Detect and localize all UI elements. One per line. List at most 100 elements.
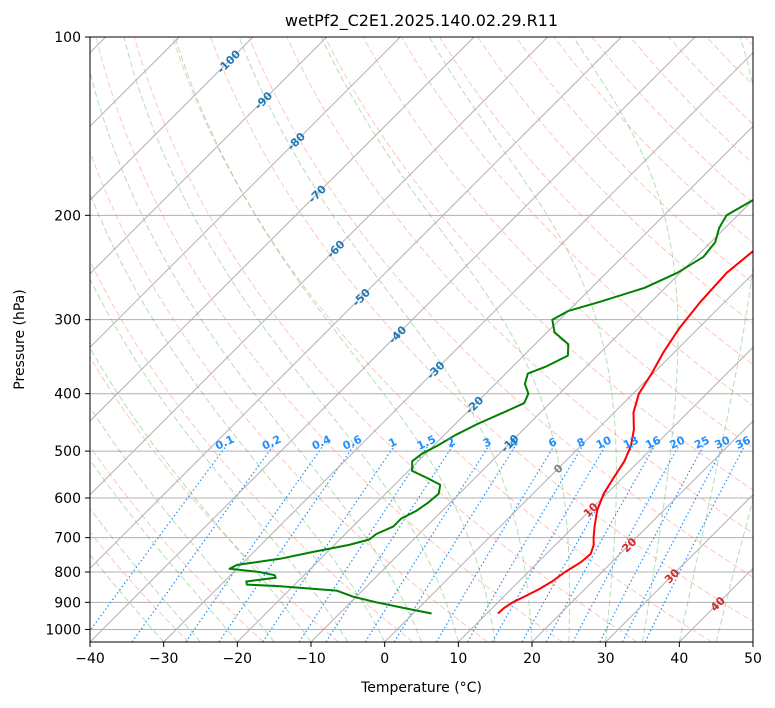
temperature-profile-line — [497, 249, 753, 615]
mixing-ratio-line — [621, 445, 725, 642]
x-tick-label: −10 — [296, 651, 326, 667]
mixing-ratio-label: 1.5 — [415, 433, 438, 453]
y-tick-label: 500 — [54, 444, 81, 460]
isotherm-line — [90, 37, 328, 275]
dry-adiabat-line — [515, 37, 753, 284]
dry-adiabat-line — [90, 259, 414, 642]
mixing-ratio-label: 6 — [546, 435, 559, 450]
mixing-ratio-label: 0.6 — [341, 433, 364, 453]
isotherm-line — [90, 37, 254, 201]
isotherm-line — [163, 51, 753, 642]
mixing-ratio-line — [185, 445, 324, 642]
dry-adiabat-line — [95, 37, 563, 642]
x-axis: −40 −30 −20 −10 0 10 20 30 40 50 — [75, 642, 762, 667]
y-tick-label: 600 — [54, 491, 81, 507]
isotherm-line — [457, 346, 753, 642]
mixing-ratio-line — [218, 445, 355, 642]
x-tick-label: 0 — [380, 651, 389, 667]
moist-adiabat-line — [90, 507, 201, 642]
mixing-ratio-line — [393, 445, 516, 642]
y-tick-label: 200 — [54, 208, 81, 224]
x-tick-label: −40 — [75, 651, 105, 667]
mixing-ratio-label: 30 — [713, 433, 733, 451]
x-tick-label: 50 — [744, 651, 762, 667]
y-tick-label: 100 — [54, 30, 81, 46]
mixing-ratio-label: 13 — [621, 434, 640, 452]
x-tick-label: 10 — [449, 651, 467, 667]
isotherms — [90, 37, 753, 642]
isotherm-line — [90, 37, 696, 642]
grid-lines — [90, 37, 753, 630]
x-tick-label: 20 — [523, 651, 541, 667]
isotherm-line — [531, 420, 753, 642]
mixing-ratio-label: 25 — [692, 434, 711, 452]
moist-adiabat-line — [678, 37, 753, 642]
y-axis-label: Pressure (hPa) — [12, 289, 28, 389]
x-tick-label: 40 — [670, 651, 688, 667]
isotherm-label: -50 — [350, 286, 373, 309]
moist-adiabats — [90, 37, 753, 642]
dry-adiabat-line — [90, 150, 488, 642]
isotherm-label: 40 — [708, 594, 728, 614]
isotherm-line — [90, 37, 549, 496]
x-tick-label: −20 — [223, 651, 253, 667]
mixing-ratio-label: 0.2 — [260, 433, 283, 453]
profile-series — [228, 198, 753, 615]
y-tick-label: 800 — [54, 565, 81, 581]
isotherm-line — [90, 37, 401, 349]
isotherm-line — [90, 37, 622, 570]
mixing-ratio-line — [364, 445, 490, 642]
dry-adiabat-line — [90, 356, 339, 642]
moist-adiabat-line — [428, 37, 617, 642]
mixing-ratio-label: 8 — [575, 435, 587, 450]
moist-adiabat-line — [90, 347, 312, 642]
x-tick-label: −30 — [149, 651, 179, 667]
dry-adiabat-line — [668, 37, 753, 125]
mixing-ratio-label: 3 — [481, 435, 493, 450]
moist-adiabat-line — [90, 70, 422, 642]
mixing-ratio-label: 16 — [643, 433, 663, 451]
moist-adiabat-line — [123, 37, 459, 642]
isotherm-line — [236, 125, 753, 642]
dry-adiabat-line — [400, 37, 753, 407]
dry-adiabat-line — [90, 531, 190, 642]
dewpoint-profile-line — [228, 198, 753, 615]
dry-adiabat-line — [133, 37, 638, 642]
dry-adiabat-line — [90, 445, 264, 642]
y-tick-label: 300 — [54, 313, 81, 329]
y-tick-label: 700 — [54, 531, 81, 547]
mixing-ratio-line — [466, 445, 584, 642]
mixing-ratio-label: 10 — [594, 433, 614, 451]
mixing-ratio-label: 36 — [733, 433, 753, 451]
dry-adiabat-line — [248, 37, 753, 578]
plot-frame — [89, 36, 754, 643]
mixing-ratio-label: 1 — [387, 435, 399, 450]
moist-adiabat-line — [90, 192, 386, 642]
mixing-ratio-line — [298, 445, 429, 642]
moist-adiabat-line — [572, 37, 679, 642]
moist-adiabat-line — [90, 459, 238, 642]
y-tick-label: 400 — [54, 387, 81, 403]
y-axis: 100 200 300 400 500 600 700 800 900 1000 — [45, 30, 90, 638]
mixing-ratio-label: 2 — [445, 435, 457, 450]
dry-adiabat-line — [744, 37, 753, 47]
isotherm-line — [310, 199, 753, 642]
isotherm-label: -90 — [252, 89, 275, 112]
y-tick-label: 1000 — [45, 622, 81, 638]
isotherm-label: -80 — [285, 130, 308, 153]
isotherm-line — [90, 37, 475, 422]
moist-adiabat-line — [90, 553, 165, 642]
mixing-ratio-line — [131, 445, 274, 642]
dry-adiabat-line — [438, 37, 753, 366]
moist-adiabat-line — [174, 37, 496, 642]
mixing-ratio-label: 20 — [668, 433, 688, 451]
moist-adiabat-line — [238, 37, 533, 642]
isotherm-line — [384, 272, 753, 642]
dry-adiabat-line — [706, 37, 753, 86]
isotherm-line — [678, 567, 753, 642]
mixing-ratio-label: 0.1 — [213, 433, 236, 453]
x-axis-label: Temperature (°C) — [360, 680, 482, 696]
mixing-ratio-lines — [90, 445, 746, 642]
moist-adiabat-line — [90, 406, 275, 642]
